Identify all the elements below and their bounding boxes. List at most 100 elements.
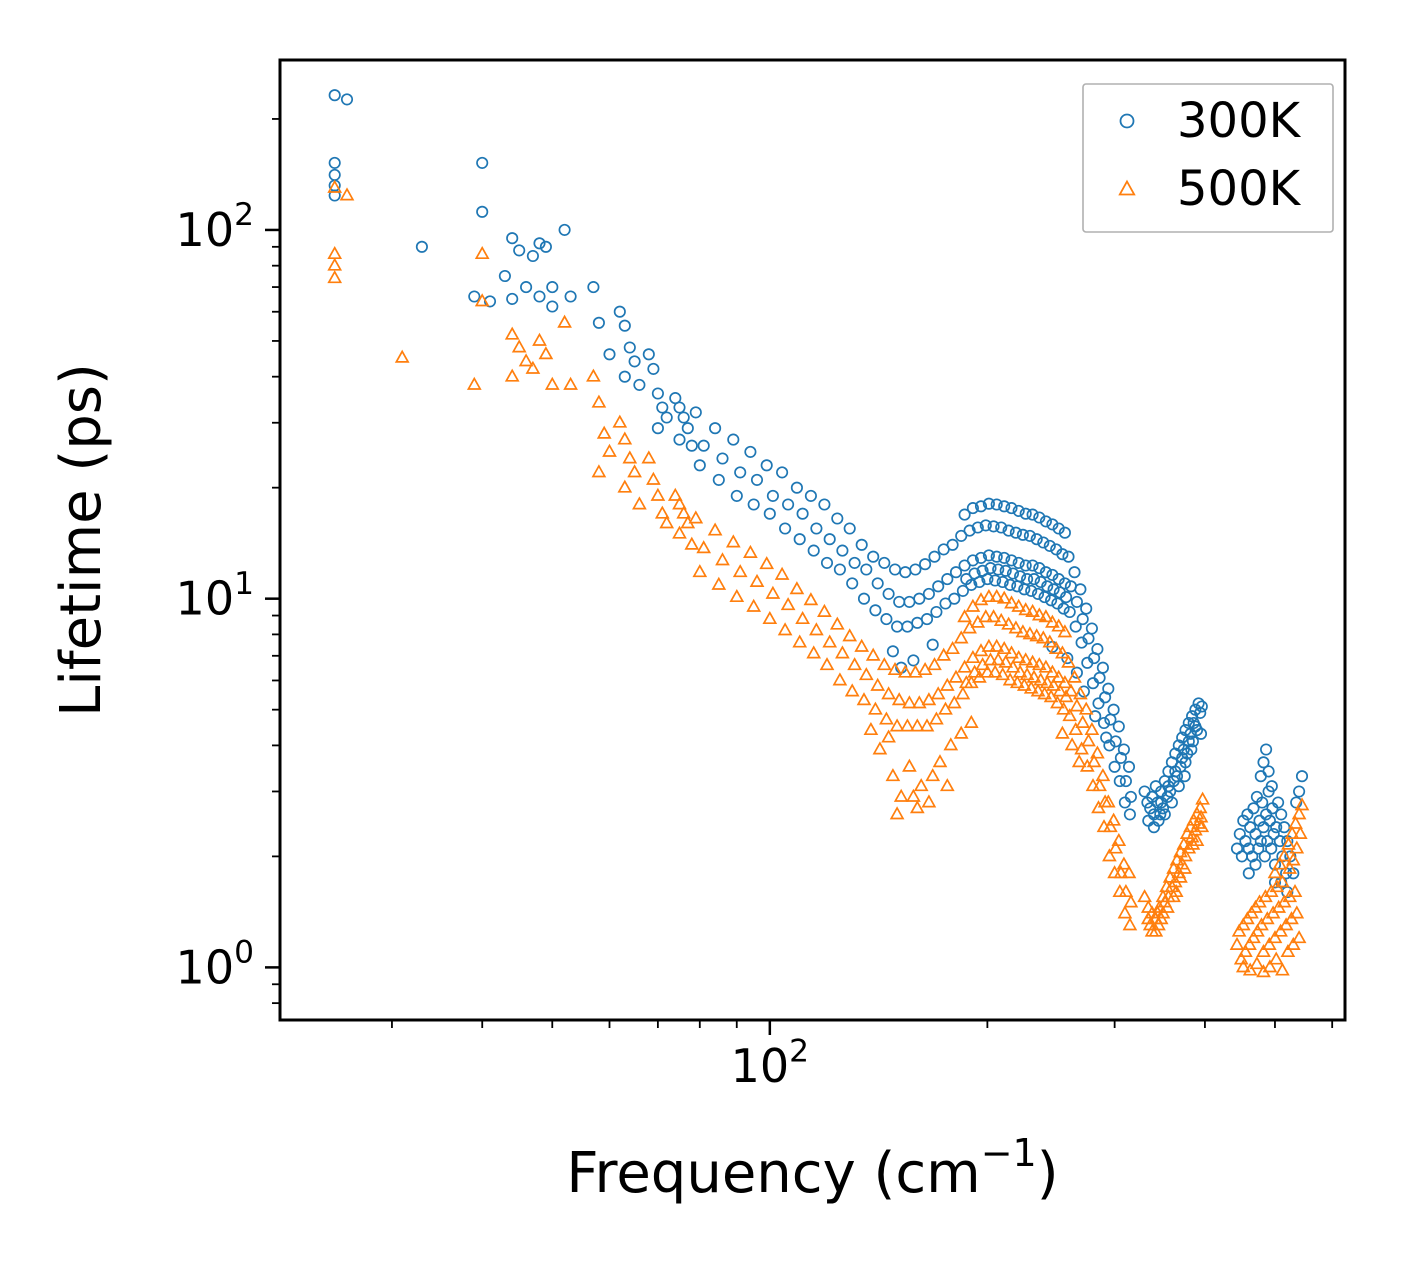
data-point (831, 512, 844, 525)
x-axis-label: Frequency (cm−1) (566, 1131, 1058, 1206)
data-point (1122, 760, 1136, 773)
data-point (888, 563, 902, 576)
legend-entry-500k: 500K (1118, 161, 1302, 217)
data-point (734, 466, 747, 479)
data-point (1138, 785, 1151, 798)
data-point (986, 609, 1001, 623)
data-point (860, 563, 873, 576)
data-point (1073, 686, 1088, 700)
data-point (1182, 735, 1195, 748)
data-point (1103, 739, 1116, 752)
data-point (908, 664, 923, 678)
data-point (1052, 522, 1065, 535)
data-point (804, 489, 817, 502)
data-point (909, 800, 925, 814)
data-point (1293, 785, 1306, 798)
data-point (1026, 559, 1039, 572)
data-point (1006, 567, 1020, 580)
data-point (632, 496, 647, 510)
data-point (990, 652, 1006, 666)
data-point (1047, 583, 1060, 596)
data-point (981, 638, 997, 652)
data-point (1051, 669, 1067, 683)
data-point (468, 290, 481, 303)
data-point (1012, 664, 1028, 678)
data-point (1038, 609, 1054, 623)
data-point (989, 638, 1005, 652)
data-point (1287, 883, 1303, 898)
data-point (818, 498, 831, 511)
data-point (1162, 780, 1175, 793)
data-point (899, 566, 912, 579)
data-point (1005, 659, 1021, 673)
data-point (1067, 669, 1082, 683)
data-point (1080, 602, 1093, 615)
data-point (1116, 856, 1132, 870)
data-point (900, 718, 915, 732)
data-point (506, 292, 519, 305)
data-point (1052, 683, 1068, 697)
data-point (676, 505, 692, 519)
data-point (1260, 743, 1273, 756)
data-point (979, 519, 992, 532)
data-point (981, 588, 997, 603)
data-point (1011, 598, 1027, 612)
data-point (716, 452, 729, 465)
data-point (1160, 899, 1175, 913)
data-point (1084, 721, 1100, 736)
data-point (1275, 874, 1290, 888)
data-points-layer (327, 89, 1310, 978)
data-point (656, 401, 669, 414)
data-point (747, 498, 760, 511)
data-point (1076, 613, 1089, 626)
data-point (973, 592, 989, 606)
data-point (1292, 825, 1308, 839)
data-point (832, 672, 848, 686)
data-point (893, 595, 906, 608)
data-point (844, 683, 860, 697)
data-point (1086, 677, 1100, 690)
data-point (823, 533, 836, 546)
data-point (995, 667, 1011, 681)
data-point (727, 433, 740, 446)
data-point (1004, 645, 1019, 659)
data-point (1291, 806, 1307, 820)
data-point (617, 431, 633, 445)
data-point (672, 496, 687, 510)
data-point (974, 500, 988, 513)
data-point (1063, 605, 1076, 619)
data-point (1108, 760, 1121, 773)
data-point (586, 368, 601, 382)
data-point (498, 269, 511, 283)
data-point (930, 686, 946, 700)
data-point (1108, 840, 1124, 854)
data-point (1068, 566, 1081, 579)
data-point (926, 638, 939, 651)
data-point (732, 564, 748, 578)
data-point (564, 290, 577, 303)
data-point (867, 550, 880, 563)
data-point (790, 481, 803, 494)
data-point (1267, 827, 1280, 841)
data-point (1056, 548, 1069, 561)
data-point (476, 156, 489, 169)
data-point (965, 649, 981, 664)
legend-entry-300k: 300K (1119, 93, 1302, 149)
data-point (563, 376, 578, 390)
data-point (982, 549, 995, 562)
data-point (1117, 743, 1130, 756)
data-point (984, 562, 997, 575)
data-point (1004, 578, 1017, 591)
data-point (1282, 860, 1298, 874)
data-point (557, 314, 572, 328)
data-point (1281, 836, 1296, 850)
data-point (1093, 671, 1106, 684)
data-point (1038, 659, 1054, 673)
data-point (932, 754, 948, 768)
data-point (965, 578, 978, 591)
data-point (762, 610, 778, 625)
data-point (993, 612, 1009, 626)
data-point (965, 598, 981, 612)
data-point (1092, 697, 1105, 710)
data-point (506, 232, 519, 245)
